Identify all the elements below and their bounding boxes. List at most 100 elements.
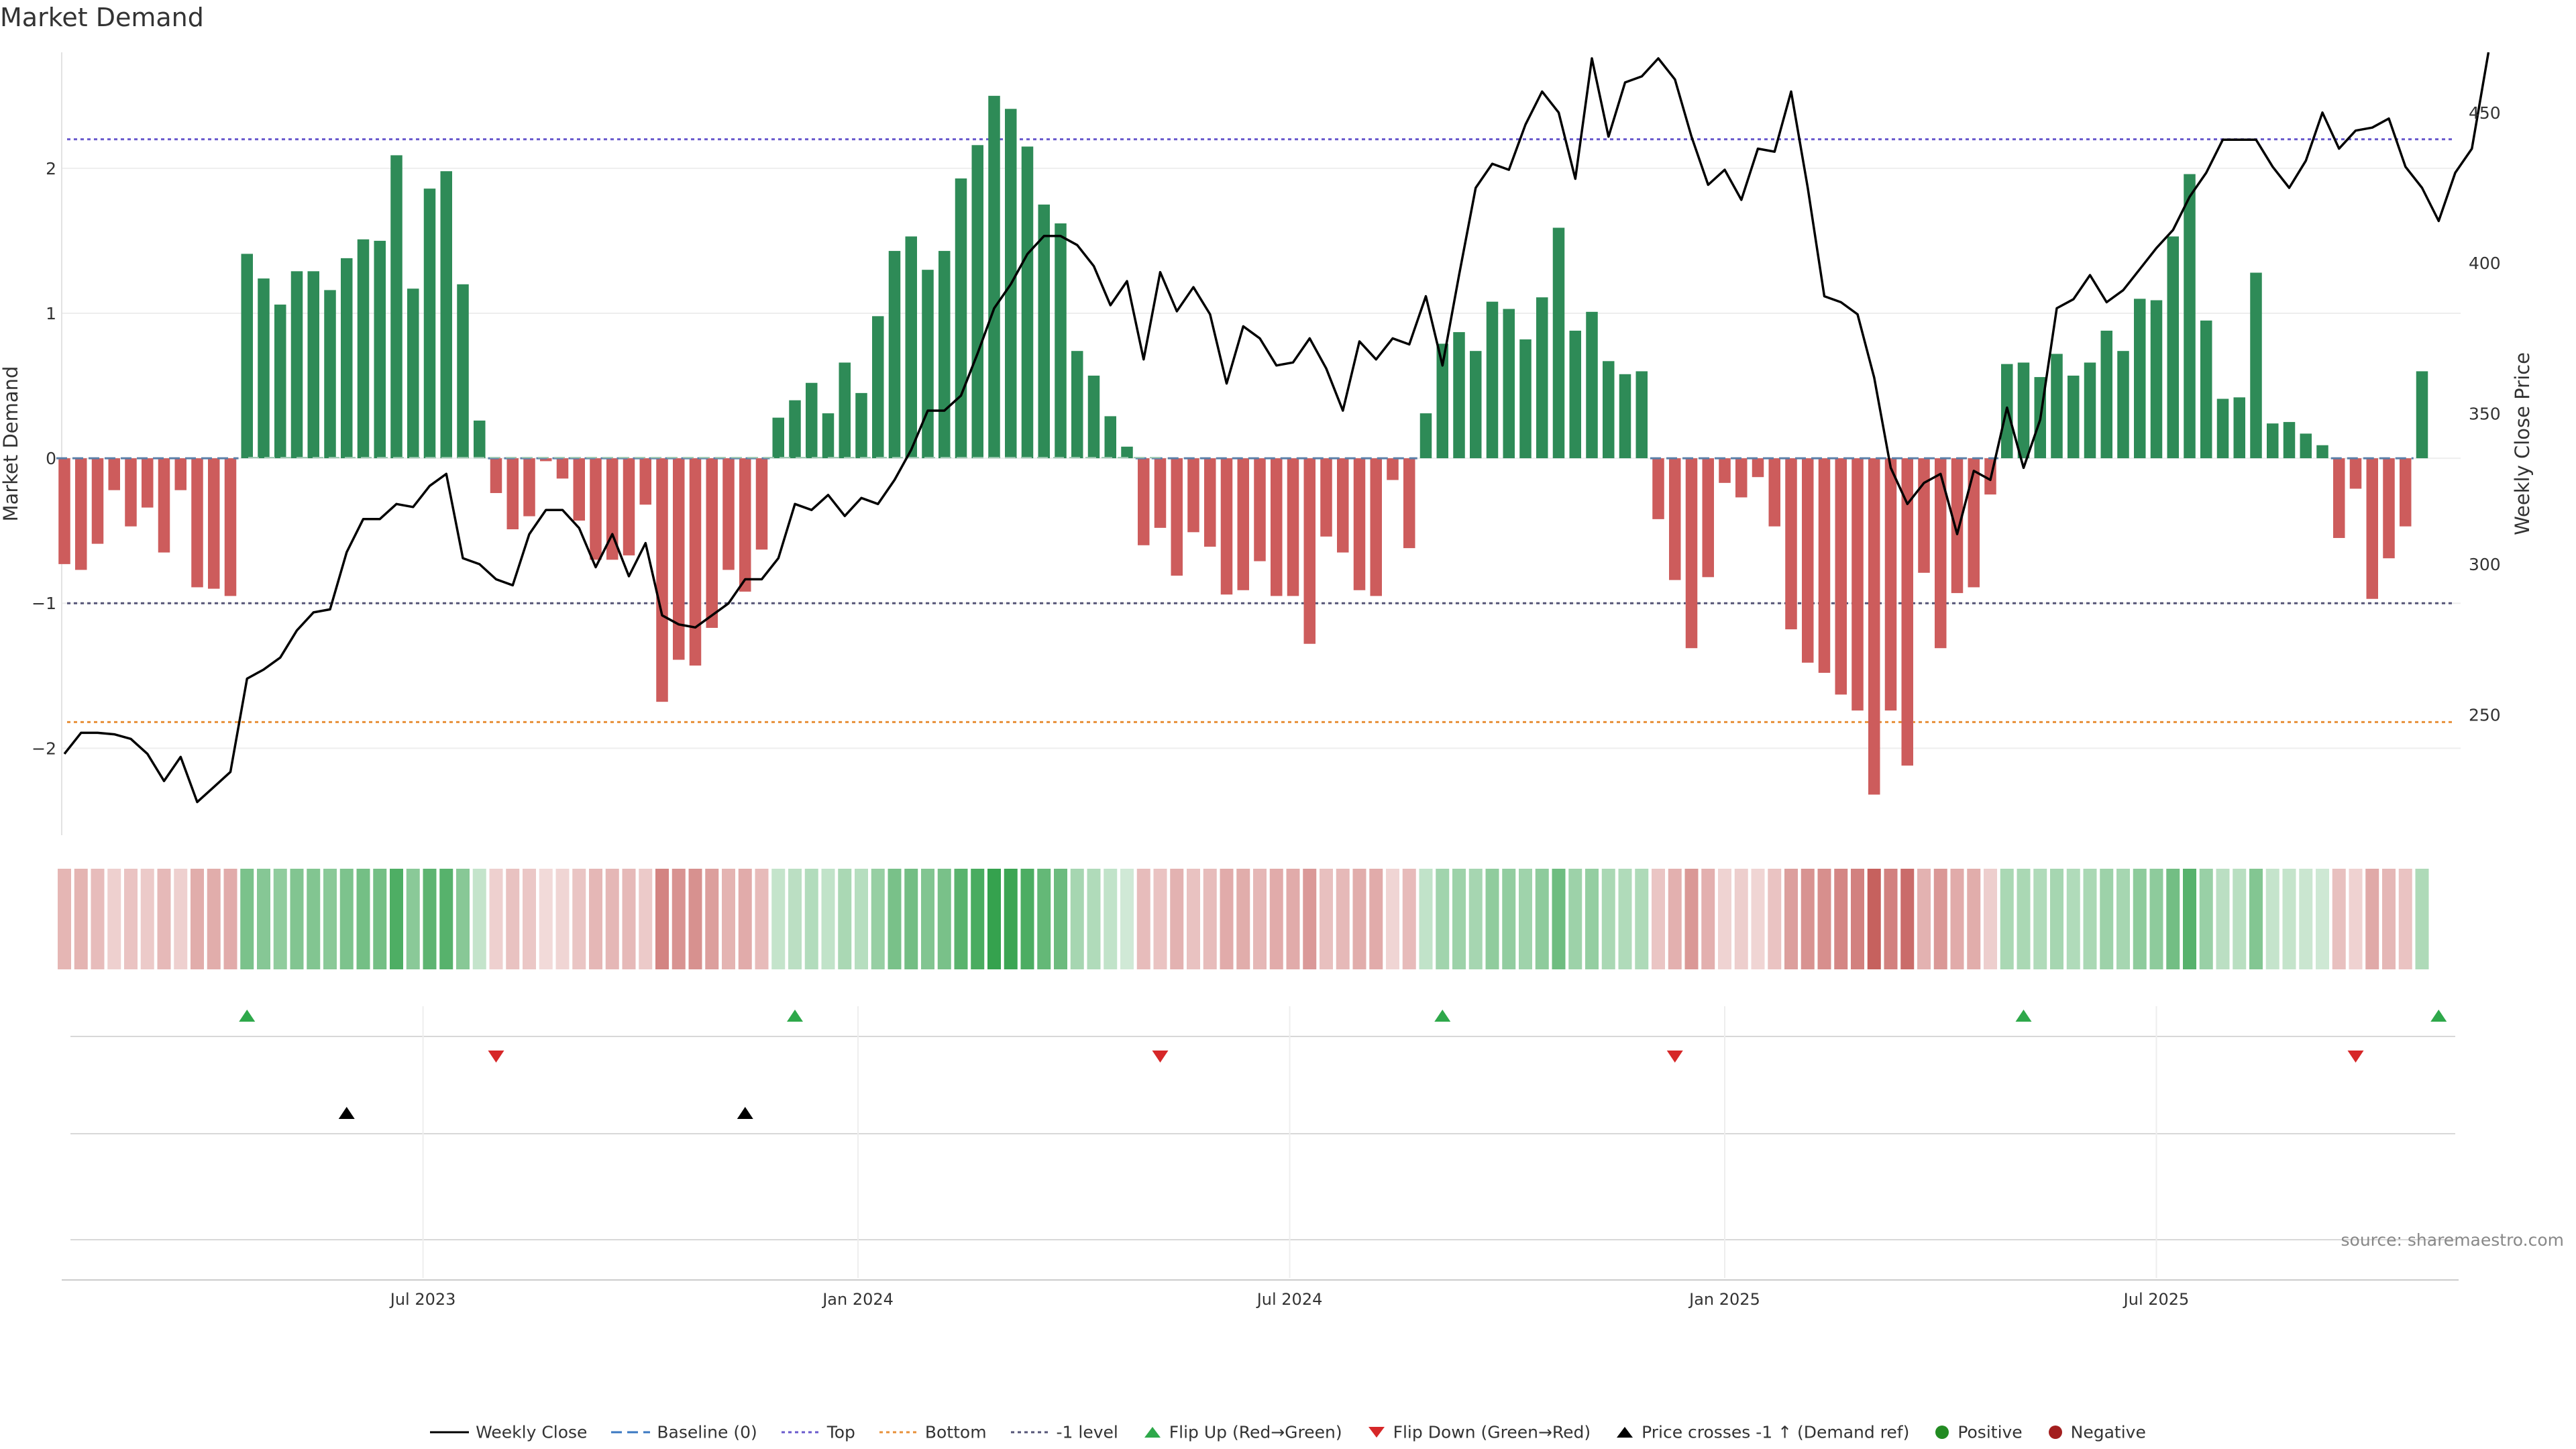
heat-cell bbox=[1419, 869, 1433, 969]
demand-bar bbox=[2267, 423, 2279, 459]
demand-bar bbox=[506, 458, 519, 530]
demand-bar bbox=[457, 284, 469, 459]
demand-bar bbox=[1901, 458, 1913, 766]
demand-bar bbox=[623, 458, 635, 555]
demand-bar bbox=[656, 458, 668, 702]
heat-cell bbox=[2133, 869, 2147, 969]
heat-cell bbox=[1585, 869, 1599, 969]
demand-bar bbox=[341, 258, 353, 459]
heat-cell bbox=[1535, 869, 1549, 969]
heat-cell bbox=[523, 869, 536, 969]
heat-cell bbox=[904, 869, 918, 969]
heat-cell bbox=[1452, 869, 1466, 969]
demand-bar bbox=[241, 254, 253, 459]
left-axis-label: Market Demand bbox=[0, 366, 22, 522]
price-series bbox=[63, 52, 2490, 804]
heat-cell bbox=[1751, 869, 1765, 969]
demand-bar bbox=[191, 458, 203, 588]
heat-cell bbox=[1220, 869, 1234, 969]
heat-cell bbox=[307, 869, 321, 969]
demand-bar bbox=[673, 458, 685, 660]
demand-bar bbox=[490, 458, 502, 493]
demand-bar bbox=[1503, 309, 1515, 459]
heat-cell bbox=[1170, 869, 1184, 969]
demand-bar bbox=[1586, 311, 1598, 459]
legend: Weekly Close Baseline (0) Top Bottom -1 … bbox=[0, 1421, 2576, 1442]
demand-bar bbox=[1951, 458, 1964, 594]
heat-cell bbox=[1502, 869, 1516, 969]
demand-bar bbox=[772, 417, 784, 459]
heat-cell bbox=[1867, 869, 1881, 969]
heat-cell bbox=[390, 869, 403, 969]
legend-flip-up: Flip Up (Red→Green) bbox=[1142, 1421, 1342, 1442]
x-tick-label: Jan 2025 bbox=[1688, 1290, 1760, 1309]
legend-top: Top bbox=[781, 1421, 855, 1442]
heat-cell bbox=[2349, 869, 2363, 969]
heat-cell bbox=[1652, 869, 1665, 969]
price-cross-marker bbox=[338, 1107, 355, 1119]
heat-cell bbox=[2116, 869, 2130, 969]
demand-bar bbox=[2100, 330, 2112, 459]
demand-bar bbox=[1785, 458, 1797, 630]
demand-bar bbox=[556, 458, 569, 479]
demand-bar bbox=[2333, 458, 2345, 538]
demand-bar bbox=[1669, 458, 1681, 580]
left-tick-label: −1 bbox=[32, 594, 56, 613]
heat-cell bbox=[273, 869, 287, 969]
demand-bar bbox=[1403, 458, 1415, 549]
left-tick-label: 0 bbox=[46, 449, 56, 468]
demand-bar bbox=[2383, 458, 2395, 559]
demand-bar bbox=[789, 400, 801, 459]
demand-bar bbox=[390, 155, 402, 459]
demand-bar bbox=[1370, 458, 1382, 596]
heat-cell bbox=[2249, 869, 2263, 969]
heat-cell bbox=[2017, 869, 2031, 969]
heat-cell bbox=[1203, 869, 1217, 969]
heat-cell bbox=[1485, 869, 1499, 969]
heat-cell bbox=[1153, 869, 1167, 969]
legend-close: Weekly Close bbox=[430, 1421, 587, 1442]
heat-cell bbox=[1801, 869, 1815, 969]
heat-cell bbox=[489, 869, 503, 969]
demand-bar bbox=[2216, 398, 2229, 459]
flip-down-marker bbox=[1666, 1051, 1683, 1063]
heat-cell bbox=[1054, 869, 1067, 969]
heat-cell bbox=[838, 869, 852, 969]
heat-cell bbox=[1568, 869, 1582, 969]
flip-up-marker bbox=[787, 1010, 803, 1022]
demand-bar bbox=[1818, 458, 1831, 673]
heat-cell bbox=[91, 869, 105, 969]
heat-cell bbox=[1336, 869, 1350, 969]
heat-cell bbox=[1286, 869, 1300, 969]
heat-cell bbox=[2382, 869, 2396, 969]
flip-up-marker bbox=[2015, 1010, 2032, 1022]
legend-minus1: -1 level bbox=[1010, 1421, 1118, 1442]
chart-title: Market Demand bbox=[0, 3, 204, 32]
heat-cell bbox=[1320, 869, 1333, 969]
demand-bar bbox=[357, 239, 370, 459]
reference-lines bbox=[67, 138, 2455, 723]
heat-cell bbox=[506, 869, 520, 969]
legend-bottom: Bottom bbox=[879, 1421, 987, 1442]
demand-bar bbox=[2366, 458, 2378, 599]
demand-bar bbox=[2316, 445, 2328, 459]
heat-cell bbox=[1668, 869, 1682, 969]
heat-cell bbox=[472, 869, 486, 969]
heat-cell bbox=[937, 869, 951, 969]
right-tick-label: 250 bbox=[2469, 705, 2501, 724]
demand-bar bbox=[1154, 458, 1167, 528]
heat-cell bbox=[722, 869, 735, 969]
demand-bar bbox=[606, 458, 619, 560]
demand-bar bbox=[1171, 458, 1183, 576]
demand-bar bbox=[1851, 458, 1864, 711]
flip-down-marker bbox=[2347, 1051, 2364, 1063]
demand-bar bbox=[208, 458, 220, 589]
demand-bar bbox=[2167, 236, 2179, 459]
demand-bar bbox=[2117, 351, 2129, 459]
heat-cell bbox=[1020, 869, 1034, 969]
demand-bar bbox=[1436, 343, 1448, 459]
heat-cell bbox=[240, 869, 254, 969]
demand-bar bbox=[1303, 458, 1316, 644]
heat-cell bbox=[1352, 869, 1366, 969]
